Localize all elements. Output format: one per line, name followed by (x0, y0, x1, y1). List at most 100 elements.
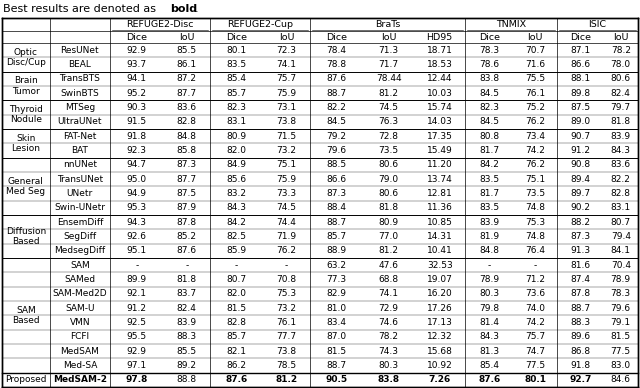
Text: 84.2: 84.2 (227, 218, 246, 227)
Text: 89.6: 89.6 (570, 333, 591, 341)
Text: 70.7: 70.7 (525, 46, 545, 55)
Text: Dice: Dice (570, 33, 591, 42)
Text: 17.26: 17.26 (427, 304, 452, 313)
Text: 74.5: 74.5 (379, 103, 399, 112)
Text: 16.20: 16.20 (427, 289, 452, 298)
Text: 11.36: 11.36 (427, 203, 452, 212)
Text: 73.4: 73.4 (525, 132, 545, 141)
Text: 82.9: 82.9 (326, 289, 346, 298)
Text: 85.7: 85.7 (326, 232, 347, 241)
Text: 88.5: 88.5 (326, 160, 347, 169)
Text: 82.2: 82.2 (326, 103, 346, 112)
Text: 92.6: 92.6 (127, 232, 147, 241)
Text: 87.7: 87.7 (177, 89, 196, 98)
Text: 88.9: 88.9 (326, 246, 347, 255)
Text: 88.8: 88.8 (177, 375, 196, 385)
Text: 79.1: 79.1 (611, 318, 631, 327)
Text: 63.2: 63.2 (326, 261, 346, 270)
Text: 10.41: 10.41 (427, 246, 452, 255)
Text: 80.3: 80.3 (379, 361, 399, 370)
Text: 92.7: 92.7 (569, 375, 591, 385)
Text: 75.3: 75.3 (276, 289, 297, 298)
Text: 74.8: 74.8 (525, 232, 545, 241)
Text: 79.7: 79.7 (611, 103, 631, 112)
Text: 86.6: 86.6 (570, 60, 591, 69)
Text: 84.9: 84.9 (227, 160, 246, 169)
Text: TransUNet: TransUNet (57, 175, 103, 184)
Text: BAT: BAT (72, 146, 88, 155)
Text: 77.5: 77.5 (611, 346, 631, 356)
Text: IoU: IoU (279, 33, 294, 42)
Text: 87.8: 87.8 (177, 218, 196, 227)
Text: 77.5: 77.5 (525, 361, 545, 370)
Text: 85.7: 85.7 (227, 89, 246, 98)
Text: 82.8: 82.8 (177, 117, 196, 126)
Text: 87.3: 87.3 (570, 232, 591, 241)
Text: -: - (235, 261, 238, 270)
Text: 80.3: 80.3 (479, 289, 499, 298)
Text: 79.0: 79.0 (379, 175, 399, 184)
Text: 95.5: 95.5 (127, 333, 147, 341)
Text: 82.1: 82.1 (227, 346, 246, 356)
Text: ISIC: ISIC (589, 20, 607, 29)
Text: 91.8: 91.8 (570, 361, 591, 370)
Text: -: - (488, 261, 491, 270)
Text: 95.1: 95.1 (127, 246, 147, 255)
Text: Skin
Lesion: Skin Lesion (12, 133, 40, 153)
Text: 79.2: 79.2 (326, 132, 346, 141)
Text: 85.5: 85.5 (177, 46, 196, 55)
Text: 81.6: 81.6 (570, 261, 591, 270)
Text: 74.0: 74.0 (525, 304, 545, 313)
Text: -: - (185, 261, 188, 270)
Text: IoU: IoU (381, 33, 396, 42)
Text: 84.3: 84.3 (479, 333, 499, 341)
Text: 81.7: 81.7 (479, 146, 499, 155)
Text: 80.9: 80.9 (379, 218, 399, 227)
Text: 91.2: 91.2 (127, 304, 147, 313)
Text: 75.1: 75.1 (276, 160, 297, 169)
Text: 19.07: 19.07 (427, 275, 452, 284)
Text: 73.8: 73.8 (276, 346, 297, 356)
Text: 82.0: 82.0 (227, 146, 246, 155)
Text: 80.9: 80.9 (227, 132, 246, 141)
Text: 83.6: 83.6 (611, 160, 631, 169)
Text: 81.8: 81.8 (379, 203, 399, 212)
Text: 84.6: 84.6 (611, 375, 631, 385)
Text: 15.49: 15.49 (427, 146, 452, 155)
Text: 86.8: 86.8 (570, 346, 591, 356)
Text: 87.4: 87.4 (570, 275, 590, 284)
Text: 14.31: 14.31 (427, 232, 452, 241)
Text: 97.8: 97.8 (125, 375, 148, 385)
Text: 83.8: 83.8 (378, 375, 400, 385)
Text: bold: bold (170, 4, 197, 14)
Text: 92.3: 92.3 (127, 146, 147, 155)
Text: Diffusion
Based: Diffusion Based (6, 227, 46, 246)
Text: 82.4: 82.4 (177, 304, 196, 313)
Text: 95.3: 95.3 (127, 203, 147, 212)
Text: nnUNet: nnUNet (63, 160, 97, 169)
Text: 71.3: 71.3 (379, 46, 399, 55)
Text: IoU: IoU (179, 33, 195, 42)
Text: 82.4: 82.4 (611, 89, 630, 98)
Text: .: . (195, 4, 198, 14)
Text: 81.0: 81.0 (326, 304, 347, 313)
Text: 84.3: 84.3 (227, 203, 246, 212)
Text: 94.7: 94.7 (127, 160, 147, 169)
Text: 80.7: 80.7 (227, 275, 246, 284)
Text: 10.03: 10.03 (427, 89, 452, 98)
Text: 88.2: 88.2 (570, 218, 590, 227)
Text: 76.4: 76.4 (525, 246, 545, 255)
Text: 83.7: 83.7 (177, 289, 196, 298)
Text: 87.6: 87.6 (478, 375, 500, 385)
Text: 83.2: 83.2 (227, 189, 246, 198)
Text: 89.0: 89.0 (570, 117, 591, 126)
Text: 84.1: 84.1 (611, 246, 631, 255)
Text: SegDiff: SegDiff (63, 232, 97, 241)
Text: 84.5: 84.5 (479, 117, 499, 126)
Text: 79.8: 79.8 (479, 304, 499, 313)
Text: Dice: Dice (479, 33, 500, 42)
Text: MedSAM-2: MedSAM-2 (53, 375, 107, 385)
Text: 83.8: 83.8 (479, 74, 499, 83)
Text: 88.4: 88.4 (326, 203, 346, 212)
Text: 95.2: 95.2 (127, 89, 147, 98)
